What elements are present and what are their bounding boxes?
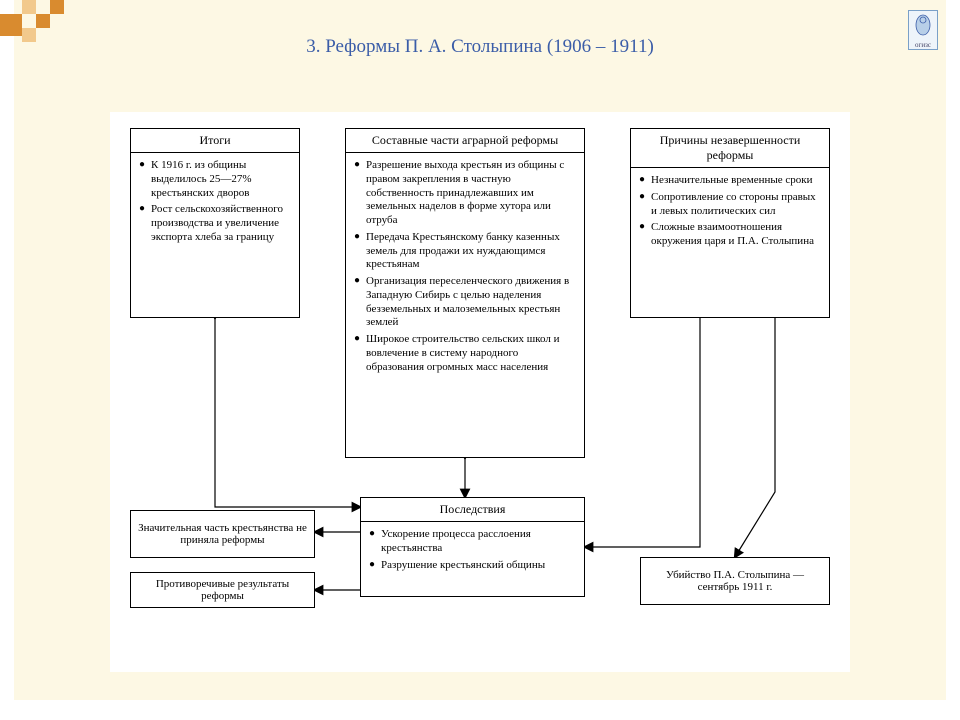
box-results-list: К 1916 г. из общины выделилось 25—27% кр…	[139, 159, 291, 245]
box-murder-text: Убийство П.А. Столыпина — сентябрь 1911 …	[647, 569, 823, 593]
box-consequences-list: Ускорение процесса расслоения крестьянст…	[369, 528, 576, 572]
box-results: Итоги К 1916 г. из общины выделилось 25—…	[130, 128, 300, 318]
box-rejection: Значительная часть крестьянства не приня…	[130, 510, 315, 558]
box-consequences-header: Последствия	[361, 498, 584, 521]
list-item: Рост сельскохозяйственного производства …	[139, 203, 291, 244]
box-components-header: Составные части аграрной реформы	[346, 129, 584, 152]
list-item: Организация переселенческого движения в …	[354, 275, 576, 330]
box-reasons-header: Причины незавершенности реформы	[631, 129, 829, 167]
slide-title: 3. Реформы П. А. Столыпина (1906 – 1911)	[0, 36, 960, 58]
list-item: Передача Крестьянскому банку казенных зе…	[354, 231, 576, 272]
box-murder: Убийство П.А. Столыпина — сентябрь 1911 …	[640, 557, 830, 605]
list-item: К 1916 г. из общины выделилось 25—27% кр…	[139, 159, 291, 200]
list-item: Широкое строительство сельских школ и во…	[354, 333, 576, 374]
box-reasons-list: Незначительные временные сроки Сопротивле…	[639, 174, 821, 249]
list-item: Разрешение выхода крестьян из общины с п…	[354, 159, 576, 228]
box-rejection-text: Значительная часть крестьянства не приня…	[137, 522, 308, 546]
list-item: Незначительные временные сроки	[639, 174, 821, 188]
box-consequences: Последствия Ускорение процесса расслоени…	[360, 497, 585, 597]
box-components-list: Разрешение выхода крестьян из общины с п…	[354, 159, 576, 374]
list-item: Ускорение процесса расслоения крестьянст…	[369, 528, 576, 556]
diagram-area: Итоги К 1916 г. из общины выделилось 25—…	[110, 112, 850, 672]
list-item: Разрушение крестьянский общины	[369, 559, 576, 573]
box-results-header: Итоги	[131, 129, 299, 152]
list-item: Сложные взаимоотношения окружения царя и…	[639, 221, 821, 249]
box-contradictory: Противоречивые результаты реформы	[130, 572, 315, 608]
box-contradictory-text: Противоречивые результаты реформы	[137, 578, 308, 602]
box-reasons: Причины незавершенности реформы Незначит…	[630, 128, 830, 318]
box-components: Составные части аграрной реформы Разреше…	[345, 128, 585, 458]
list-item: Сопротивление со стороны правых и левых …	[639, 191, 821, 219]
